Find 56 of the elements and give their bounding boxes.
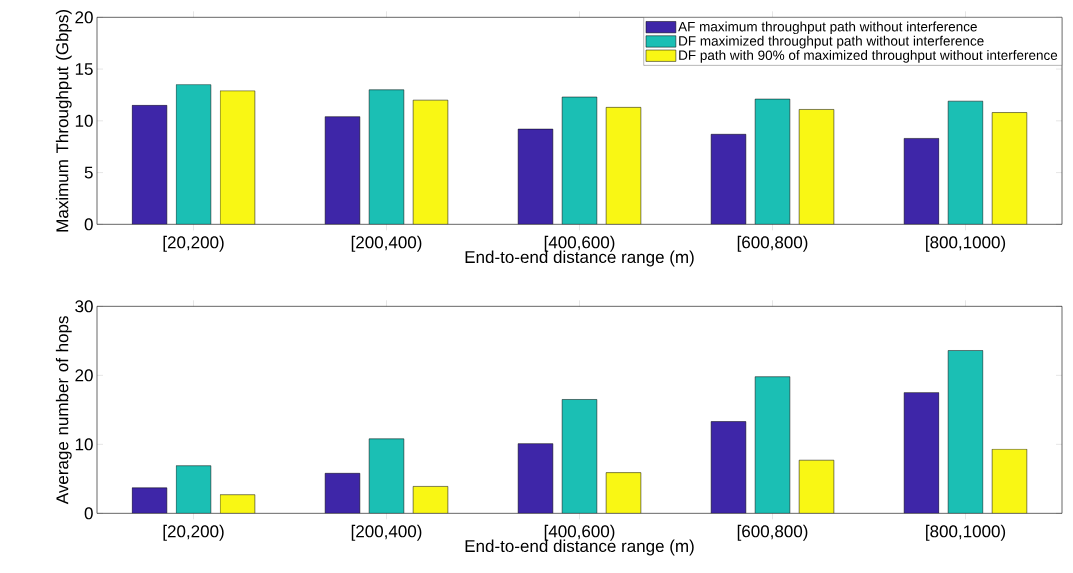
bar [561, 96, 598, 225]
bar [947, 350, 984, 514]
y-axis-title: Maximum Throughput (Gbps) [55, 9, 72, 232]
bar [561, 399, 598, 514]
x-tick-label: [600,800) [737, 235, 808, 252]
bar [710, 133, 747, 225]
bar [324, 116, 361, 225]
bar [710, 421, 747, 514]
legend-label: AF maximum throughput path without interference [678, 21, 977, 34]
y-tick-label: 5 [84, 166, 93, 179]
bar [754, 98, 791, 225]
x-tick-label: [20,200) [163, 524, 224, 541]
bar [412, 99, 449, 225]
bar [517, 128, 554, 225]
bar [219, 494, 256, 514]
y-tick-label: 20 [75, 11, 93, 24]
bar [798, 459, 835, 514]
bar [324, 472, 361, 514]
bar [131, 487, 168, 514]
y-tick-label: 10 [75, 114, 93, 127]
y-tick-label: 0 [84, 507, 93, 520]
y-tick-label: 10 [75, 438, 93, 451]
bar [368, 89, 405, 225]
bar [605, 472, 642, 514]
bar [903, 138, 940, 225]
bar [798, 109, 835, 225]
y-tick-label: 30 [75, 300, 93, 313]
bar [991, 112, 1028, 225]
x-tick-label: [200,400) [351, 235, 422, 252]
y-tick-label: 0 [84, 218, 93, 231]
bar [947, 100, 984, 225]
x-tick-label: [200,400) [351, 524, 422, 541]
bar [131, 104, 168, 225]
bar [903, 392, 940, 514]
bar [368, 438, 405, 514]
x-axis-title: End-to-end distance range (m) [465, 539, 694, 556]
x-tick-label: [800,1000) [926, 524, 1006, 541]
y-axis-title: Average number of hops [55, 315, 72, 504]
legend-label: DF maximized throughput path without interference [679, 35, 984, 49]
x-tick-label: [400,600) [544, 235, 615, 252]
x-tick-label: [600,800) [737, 524, 808, 541]
bar [175, 465, 212, 514]
bar [219, 90, 256, 225]
legend-label: DF path with 90% of maximized throughput without interference [679, 49, 1058, 63]
bar [517, 443, 554, 514]
x-axis-title: End-to-end distance range (m) [465, 250, 694, 267]
bar [991, 448, 1028, 514]
bar [754, 376, 791, 514]
x-tick-label: [400,600) [544, 524, 615, 541]
bar [605, 106, 642, 225]
x-tick-label: [800,1000) [926, 235, 1006, 252]
x-tick-label: [20,200) [163, 235, 224, 252]
y-tick-label: 15 [75, 62, 93, 75]
bar [412, 486, 449, 514]
bar [175, 84, 212, 225]
y-tick-label: 20 [75, 369, 93, 382]
